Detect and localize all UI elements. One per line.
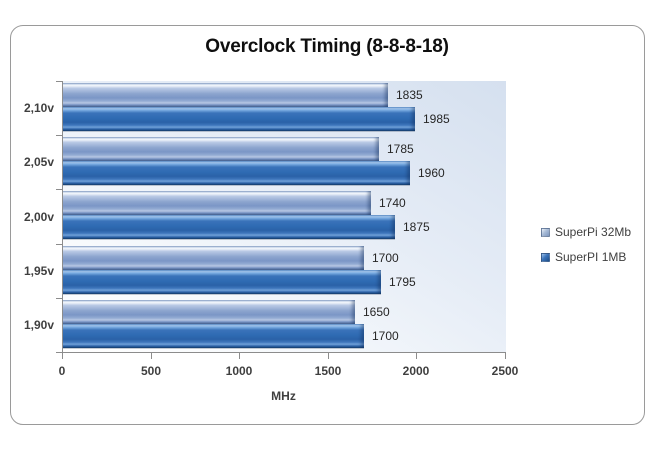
category-label: 1,95v (23, 264, 54, 278)
y-axis-tick (56, 81, 62, 82)
legend-swatch-icon (541, 252, 550, 262)
bar-value-label: 1700 (372, 251, 399, 265)
x-axis-tick (151, 353, 152, 359)
bar-superpi-32mb (63, 191, 371, 215)
x-tick-label: 0 (58, 364, 66, 378)
bar-superpi-32mb (63, 137, 379, 161)
category-label: 1,90v (23, 318, 54, 332)
bar-superpi-1mb (63, 107, 415, 131)
bar-superpi-32mb (63, 246, 364, 270)
bar-value-label: 1795 (389, 275, 416, 289)
bar-superpi-32mb (63, 83, 388, 107)
x-axis-tick (62, 353, 63, 359)
x-tick-label: 500 (140, 364, 162, 378)
bar-value-label: 1985 (423, 112, 450, 126)
y-axis-tick (56, 244, 62, 245)
legend-item-superpi-1mb: SuperPI 1MB (541, 249, 631, 265)
chart-title: Overclock Timing (8-8-8-18) (205, 36, 449, 57)
category-label: 2,10v (23, 101, 54, 115)
legend-label: SuperPi 32Mb (555, 225, 632, 239)
bar-superpi-32mb (63, 300, 355, 324)
y-axis-tick (56, 189, 62, 190)
category-label: 2,00v (23, 210, 54, 224)
x-axis-tick (505, 353, 506, 359)
x-tick-label: 1500 (314, 364, 342, 378)
legend-item-superpi-32mb: SuperPi 32Mb (541, 224, 631, 240)
y-axis-tick (56, 298, 62, 299)
x-axis-title: MHz (271, 389, 296, 403)
bar-value-label: 1835 (396, 88, 423, 102)
bar-superpi-1mb (63, 161, 410, 185)
bar-superpi-1mb (63, 215, 395, 239)
bar-superpi-1mb (63, 270, 381, 294)
legend: SuperPi 32Mb SuperPI 1MB (541, 224, 631, 274)
y-axis-tick (56, 135, 62, 136)
bar-value-label: 1700 (372, 329, 399, 343)
bar-value-label: 1785 (387, 142, 414, 156)
bar-value-label: 1650 (363, 305, 390, 319)
category-label: 2,05v (23, 155, 54, 169)
bar-value-label: 1740 (379, 196, 406, 210)
legend-swatch-icon (541, 227, 550, 237)
legend-label: SuperPI 1MB (555, 250, 627, 264)
bar-value-label: 1875 (403, 220, 430, 234)
x-tick-label: 1000 (225, 364, 253, 378)
bar-value-label: 1960 (418, 166, 445, 180)
y-axis-tick (56, 352, 62, 353)
bar-superpi-1mb (63, 324, 364, 348)
x-axis-tick (328, 353, 329, 359)
x-tick-label: 2000 (402, 364, 430, 378)
x-axis-tick (239, 353, 240, 359)
x-axis-tick (416, 353, 417, 359)
x-tick-label: 2500 (491, 364, 519, 378)
